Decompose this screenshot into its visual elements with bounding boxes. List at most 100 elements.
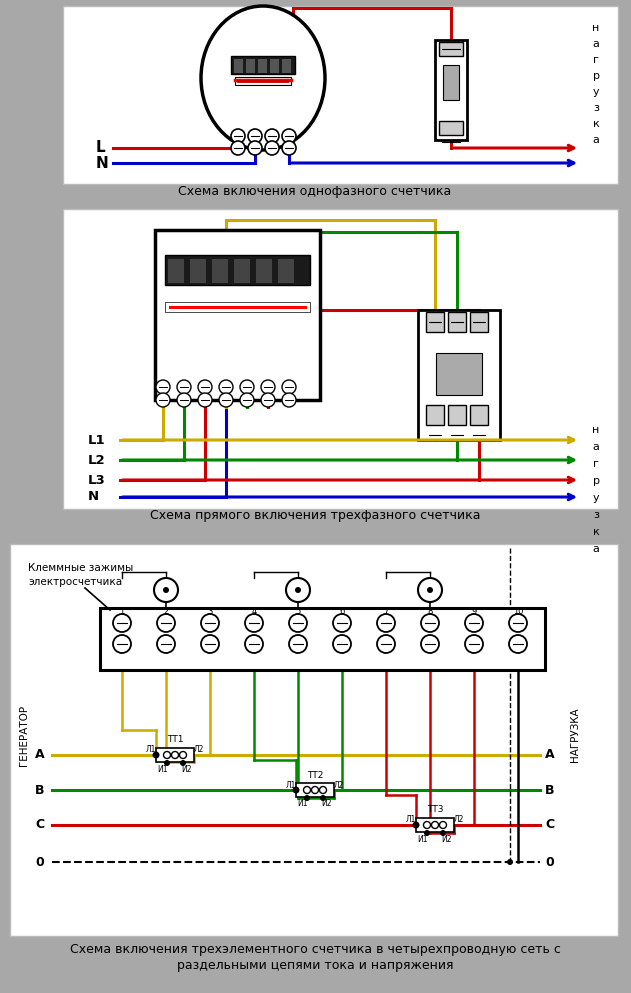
Circle shape — [333, 614, 351, 632]
Circle shape — [319, 786, 326, 793]
Text: L3: L3 — [88, 474, 106, 487]
Circle shape — [248, 141, 262, 155]
Text: B: B — [35, 783, 45, 796]
Circle shape — [507, 859, 513, 865]
Text: 6: 6 — [339, 607, 345, 616]
Text: р: р — [593, 71, 599, 81]
Circle shape — [304, 795, 310, 801]
Circle shape — [157, 614, 175, 632]
Bar — [439, 42, 463, 56]
Text: р: р — [593, 476, 599, 486]
Circle shape — [113, 614, 131, 632]
Text: н: н — [593, 23, 599, 33]
Bar — [190, 259, 206, 283]
Bar — [63, 209, 618, 509]
Text: к: к — [593, 527, 599, 537]
Circle shape — [320, 795, 326, 801]
Bar — [234, 59, 243, 73]
Bar — [63, 6, 618, 184]
Circle shape — [180, 760, 186, 766]
Circle shape — [231, 141, 245, 155]
Bar — [155, 230, 320, 400]
Circle shape — [261, 393, 275, 407]
Bar — [156, 748, 194, 762]
Bar — [256, 259, 272, 283]
Bar — [212, 259, 228, 283]
Circle shape — [179, 752, 187, 759]
Bar — [296, 783, 334, 797]
Circle shape — [201, 635, 219, 653]
Circle shape — [154, 578, 178, 602]
Bar — [10, 544, 618, 936]
Text: Л1: Л1 — [406, 815, 416, 824]
Text: ТТ2: ТТ2 — [307, 771, 323, 780]
Text: у: у — [593, 493, 599, 503]
Circle shape — [198, 380, 212, 394]
Text: у: у — [593, 87, 599, 97]
Circle shape — [289, 635, 307, 653]
Circle shape — [282, 129, 296, 143]
Circle shape — [421, 635, 439, 653]
Circle shape — [304, 786, 310, 793]
Bar — [165, 302, 310, 312]
Bar — [270, 59, 279, 73]
Text: з: з — [593, 510, 599, 520]
Text: Схема прямого включения трехфазного счетчика: Схема прямого включения трехфазного счет… — [150, 508, 480, 521]
Bar — [165, 255, 310, 285]
Circle shape — [282, 393, 296, 407]
Text: Л2: Л2 — [194, 746, 204, 755]
Circle shape — [219, 380, 233, 394]
Text: L1: L1 — [88, 434, 105, 447]
Circle shape — [245, 614, 263, 632]
Circle shape — [509, 614, 527, 632]
Text: 2: 2 — [163, 607, 168, 616]
Circle shape — [113, 635, 131, 653]
Text: г: г — [593, 55, 599, 65]
Text: C: C — [545, 818, 555, 831]
Text: И2: И2 — [442, 834, 452, 843]
Text: Л1: Л1 — [146, 746, 156, 755]
Text: 1: 1 — [119, 607, 125, 616]
Circle shape — [286, 578, 310, 602]
Circle shape — [282, 141, 296, 155]
Circle shape — [163, 587, 169, 593]
Text: A: A — [545, 749, 555, 762]
Text: И1: И1 — [158, 765, 168, 774]
Circle shape — [153, 752, 160, 759]
Circle shape — [293, 786, 300, 793]
Bar — [168, 259, 184, 283]
Text: НАГРУЗКА: НАГРУЗКА — [570, 708, 580, 763]
Bar — [258, 59, 267, 73]
Text: к: к — [593, 119, 599, 129]
Circle shape — [172, 752, 179, 759]
Text: И2: И2 — [182, 765, 192, 774]
Text: з: з — [593, 103, 599, 113]
Text: L2: L2 — [88, 454, 105, 467]
Text: 10: 10 — [513, 607, 523, 616]
Circle shape — [157, 635, 175, 653]
Bar — [100, 608, 545, 670]
Text: N: N — [96, 156, 109, 171]
Text: ТТ1: ТТ1 — [167, 736, 183, 745]
Circle shape — [421, 614, 439, 632]
Text: Л2: Л2 — [454, 815, 464, 824]
Bar — [246, 59, 255, 73]
Text: н: н — [593, 425, 599, 435]
Circle shape — [156, 380, 170, 394]
Circle shape — [333, 635, 351, 653]
Circle shape — [245, 635, 263, 653]
Circle shape — [201, 614, 219, 632]
Bar — [418, 310, 500, 440]
Text: раздельными цепями тока и напряжения: раздельными цепями тока и напряжения — [177, 958, 453, 971]
Circle shape — [295, 587, 301, 593]
Circle shape — [312, 786, 319, 793]
Text: Схема включения трехэлементного счетчика в четырехпроводную сеть с: Схема включения трехэлементного счетчика… — [69, 943, 560, 956]
Circle shape — [423, 821, 430, 828]
Text: г: г — [593, 459, 599, 469]
Circle shape — [219, 393, 233, 407]
Text: ТТ3: ТТ3 — [427, 805, 443, 814]
Circle shape — [231, 129, 245, 143]
Bar — [470, 405, 488, 425]
Bar — [448, 312, 466, 332]
Text: 7: 7 — [383, 607, 389, 616]
